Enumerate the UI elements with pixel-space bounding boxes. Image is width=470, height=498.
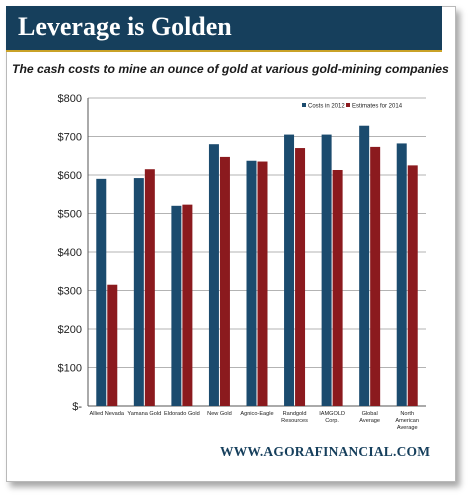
x-tick-label-line: Yamana Gold [127,411,161,417]
x-tick-label: IAMGOLD Corp. [319,411,345,424]
website-footer: WWW.AGORAFINANCIAL.COM [220,444,431,459]
x-tick-label-line: Corp. [325,418,339,424]
x-tick-label: New Gold [207,411,232,417]
bar-2014 [332,169,343,406]
bar-2012 [246,160,257,406]
bar-2012 [208,144,219,406]
bar-2012 [284,134,295,406]
y-tick-label: $700 [58,132,82,144]
x-tick-label: Allied Nevada [90,411,125,417]
bar-2014 [407,165,418,406]
bar-2014 [107,284,118,406]
x-tick-label: Yamana Gold [127,411,161,417]
x-tick-label-line: North [400,411,414,417]
x-tick-label-line: Global [362,411,378,417]
x-tick-label: North American Average [395,411,419,431]
y-tick-label: $500 [58,209,82,221]
chart-card [6,6,456,482]
x-tick-label: Eldorado Gold [164,411,200,417]
bar-2014 [182,204,193,406]
legend-swatch [302,103,306,107]
bar-2014 [295,148,306,407]
x-tick-label-line: Resources [281,418,308,424]
x-tick-label-line: Eldorado Gold [164,411,200,417]
bar-2012 [359,125,370,406]
y-tick-label: $600 [58,170,82,182]
x-tick-label-line: American [395,418,419,424]
y-tick-label: $400 [58,247,82,259]
y-tick-label: $200 [58,324,82,336]
chart-title: The cash costs to mine an ounce of gold … [12,62,449,76]
bar-2014 [144,169,155,406]
x-tick-label-line: New Gold [207,411,232,417]
legend-swatch [346,103,350,107]
title-banner: Leverage is Golden [6,6,442,52]
x-tick-label-line: Average [397,425,418,431]
bar-2012 [396,143,407,406]
legend-label: Estimates for 2014 [352,104,403,110]
bar-2014 [219,156,230,406]
y-tick-label: $800 [58,93,82,105]
x-tick-label-line: Average [359,418,380,424]
x-tick-label: Randgold Resources [281,411,308,424]
bar-2012 [171,205,182,406]
bar-2014 [257,161,268,406]
bar-2014 [370,146,381,406]
bar-2012 [321,134,332,406]
y-tick-label: $100 [58,363,82,375]
banner-title: Leverage is Golden [18,12,232,41]
x-tick-label-line: IAMGOLD [319,411,345,417]
bar-2012 [133,178,144,406]
x-tick-label-line: Agnico-Eagle [240,411,273,417]
x-tick-label-line: Allied Nevada [90,411,125,417]
x-tick-label-line: Randgold [283,411,307,417]
y-tick-label: $300 [58,286,82,298]
y-tick-label: $- [72,401,82,413]
bar-2012 [96,178,107,406]
legend-label: Costs in 2012 [308,104,345,110]
x-tick-label: Global Average [359,411,380,424]
x-tick-label: Agnico-Eagle [240,411,273,417]
